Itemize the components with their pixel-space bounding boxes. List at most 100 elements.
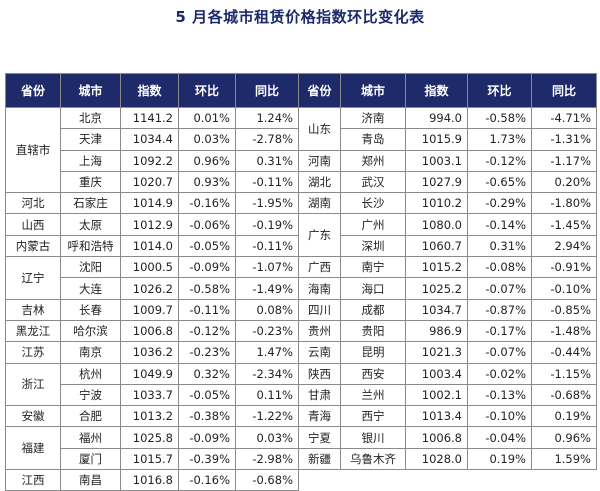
index-cell: 1027.9 bbox=[405, 170, 468, 194]
city-cell: 天津 bbox=[60, 128, 121, 151]
table-row: 上海 1092.2 0.96% 0.31% 河南 郑州 1003.1 -0.12% -1.17% bbox=[6, 149, 597, 172]
header-mom: 环比 bbox=[178, 73, 236, 108]
city-cell: 广州 bbox=[340, 213, 406, 236]
index-cell: 1015.7 bbox=[120, 447, 179, 471]
yoy-cell: -2.98% bbox=[235, 447, 299, 471]
mom-cell: -0.29% bbox=[467, 192, 532, 215]
mom-cell: 0.96% bbox=[178, 149, 236, 172]
mom-cell: -0.02% bbox=[467, 362, 532, 385]
city-cell: 杭州 bbox=[60, 362, 121, 385]
index-cell: 1013.2 bbox=[120, 405, 179, 428]
header-row: 省份 城市 指数 环比 同比 省份 城市 指数 环比 同比 bbox=[5, 73, 597, 108]
province-cell: 吉林 bbox=[5, 298, 61, 321]
yoy-cell: -1.22% bbox=[235, 405, 299, 428]
city-cell: 深圳 bbox=[340, 234, 406, 258]
city-cell: 厦门 bbox=[60, 447, 121, 471]
mom-cell: -0.58% bbox=[178, 277, 236, 300]
yoy-cell: 1.47% bbox=[235, 341, 299, 364]
yoy-cell: -1.45% bbox=[531, 213, 597, 236]
table-row: 浙江 杭州 1049.9 0.32% -2.34% 陕西 西安 1003.4 -0.02% -1.… bbox=[5, 362, 597, 407]
yoy-cell: -0.44% bbox=[531, 341, 597, 364]
province-cell: 湖南 bbox=[298, 192, 341, 215]
yoy-cell: -1.95% bbox=[235, 192, 299, 215]
index-cell: 1036.2 bbox=[120, 341, 179, 364]
index-cell: 994.0 bbox=[405, 106, 468, 130]
index-cell: 1026.2 bbox=[120, 277, 179, 300]
index-cell: 1012.9 bbox=[120, 213, 179, 236]
header-province: 省份 bbox=[5, 73, 61, 108]
city-cell: 海口 bbox=[340, 277, 406, 300]
province-cell: 湖北 bbox=[298, 170, 341, 194]
index-cell: 986.9 bbox=[405, 319, 468, 343]
mom-cell: -0.10% bbox=[467, 405, 532, 428]
mom-cell: -0.09% bbox=[178, 256, 236, 279]
index-cell: 1015.9 bbox=[405, 128, 468, 151]
index-cell: 1021.3 bbox=[405, 341, 468, 364]
header-mom-2: 环比 bbox=[467, 73, 532, 108]
mom-cell: -0.13% bbox=[467, 383, 532, 407]
province-cell: 安徽 bbox=[5, 405, 61, 428]
city-cell: 郑州 bbox=[340, 149, 406, 172]
table-row: 重庆 1020.7 0.93% -0.11% 湖北 武汉 1027.9 -0.65% 0.20% bbox=[6, 170, 597, 194]
mom-cell: -0.11% bbox=[178, 298, 236, 321]
header-city: 城市 bbox=[60, 73, 121, 108]
yoy-cell: -1.80% bbox=[531, 192, 597, 215]
yoy-cell: -0.19% bbox=[235, 213, 299, 236]
header-index-2: 指数 bbox=[405, 73, 468, 108]
yoy-cell: 0.20% bbox=[531, 170, 597, 194]
table-row: 福建 福州 1025.8 -0.09% 0.03% 宁夏 银川 1006.8 -0.04% 0.9… bbox=[5, 426, 597, 471]
rent-index-table: 省份 城市 指数 环比 同比 省份 城市 指数 环比 同比 直辖市 北京 1141.… bbox=[5, 73, 597, 491]
city-cell: 合肥 bbox=[60, 405, 121, 428]
province-cell: 辽宁 bbox=[5, 256, 61, 300]
mom-cell: -0.07% bbox=[467, 341, 532, 364]
yoy-cell: 0.03% bbox=[235, 426, 299, 449]
yoy-cell: -0.85% bbox=[531, 298, 597, 321]
province-cell: 黑龙江 bbox=[5, 319, 61, 343]
province-cell: 贵州 bbox=[298, 319, 341, 343]
city-cell: 昆明 bbox=[340, 341, 406, 364]
mom-cell: -0.38% bbox=[178, 405, 236, 428]
table-row: 宁波 1033.7 -0.05% 0.11% 甘肃 兰州 1002.1 -0.13% -0.68… bbox=[6, 383, 597, 407]
city-cell: 大连 bbox=[60, 277, 121, 300]
mom-cell: -0.12% bbox=[467, 149, 532, 172]
table-row: 内蒙古 呼和浩特 1014.0 -0.05% -0.11% 深圳 1060.7 0.31% 2.… bbox=[5, 234, 597, 258]
province-cell: 宁夏 bbox=[298, 426, 341, 449]
mom-cell: -0.12% bbox=[178, 319, 236, 343]
index-cell: 1049.9 bbox=[120, 362, 179, 385]
table-row: 厦门 1015.7 -0.39% -2.98% 新疆 乌鲁木齐 1028.0 0.19% 1.5… bbox=[6, 447, 597, 471]
yoy-cell: -0.68% bbox=[235, 469, 299, 491]
yoy-cell: 0.96% bbox=[531, 426, 597, 449]
city-cell: 银川 bbox=[340, 426, 406, 449]
yoy-cell: -2.34% bbox=[235, 362, 299, 385]
index-cell: 1003.1 bbox=[405, 149, 468, 172]
city-cell: 上海 bbox=[60, 149, 121, 172]
header-city-2: 城市 bbox=[340, 73, 406, 108]
province-cell: 海南 bbox=[298, 277, 341, 300]
province-cell: 云南 bbox=[298, 341, 341, 364]
city-cell: 长春 bbox=[60, 298, 121, 321]
city-cell: 贵阳 bbox=[340, 319, 406, 343]
mom-cell: -0.08% bbox=[467, 256, 532, 279]
city-cell: 乌鲁木齐 bbox=[340, 447, 406, 471]
mom-cell: -0.05% bbox=[178, 383, 236, 407]
yoy-cell: -4.71% bbox=[531, 106, 597, 130]
yoy-cell: -0.11% bbox=[235, 170, 299, 194]
index-cell: 1009.7 bbox=[120, 298, 179, 321]
province-cell: 河北 bbox=[5, 192, 61, 215]
yoy-cell: -1.31% bbox=[531, 128, 597, 151]
table-row: 直辖市 北京 1141.2 0.01% 1.24% 山东 济南 994.0 -0.58% -4.7… bbox=[5, 106, 597, 194]
province-cell: 江苏 bbox=[5, 341, 61, 364]
yoy-cell: -1.15% bbox=[531, 362, 597, 385]
index-cell: 1010.2 bbox=[405, 192, 468, 215]
city-cell: 南昌 bbox=[60, 469, 121, 491]
index-cell: 1015.2 bbox=[405, 256, 468, 279]
mom-cell: -0.05% bbox=[178, 234, 236, 258]
city-cell: 西宁 bbox=[340, 405, 406, 428]
index-cell: 1014.9 bbox=[120, 192, 179, 215]
table-row: 大连 1026.2 -0.58% -1.49% 海南 海口 1025.2 -0.07% -0.1… bbox=[6, 277, 597, 300]
city-cell: 石家庄 bbox=[60, 192, 121, 215]
province-cell: 山西 bbox=[5, 213, 61, 236]
city-cell: 福州 bbox=[60, 426, 121, 449]
mom-cell: -0.87% bbox=[467, 298, 532, 321]
index-cell: 1006.8 bbox=[120, 319, 179, 343]
